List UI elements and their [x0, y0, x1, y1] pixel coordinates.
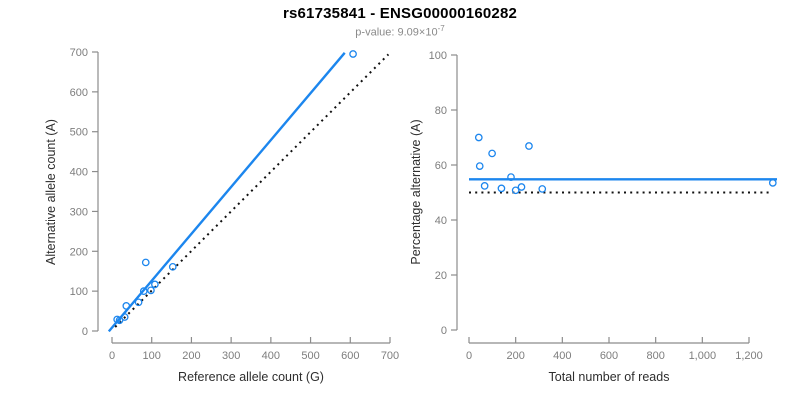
y-tick-label: 20	[435, 270, 447, 282]
pvalue-subtitle: p-value: 9.09×10-7	[0, 24, 800, 39]
data-point	[349, 50, 357, 58]
y-tick-label: 200	[70, 246, 88, 258]
data-point	[480, 182, 489, 190]
y-axis-title: Percentage alternative (A)	[409, 119, 423, 264]
y-tick-label: 0	[441, 325, 447, 337]
x-tick-label: 0	[466, 350, 472, 362]
data-point	[507, 173, 515, 181]
data-point	[147, 286, 155, 295]
identity-line	[114, 53, 390, 328]
x-tick-label: 1,000	[689, 350, 717, 362]
x-tick-label: 300	[222, 350, 240, 362]
data-point	[168, 262, 177, 271]
data-point	[474, 133, 483, 142]
x-tick-label: 200	[506, 350, 524, 362]
x-tick-label: 600	[600, 350, 618, 362]
x-tick-label: 700	[381, 350, 399, 362]
y-tick-label: 60	[435, 160, 447, 172]
y-tick-label: 300	[70, 206, 88, 218]
y-tick-label: 40	[435, 215, 447, 227]
allele-counts-scatter: 0 100 200 300 400 500 600 700 0 100 200 300 400 500 60…	[44, 47, 399, 384]
data-point	[141, 258, 150, 267]
regression-line	[107, 52, 346, 333]
x-tick-label: 0	[109, 350, 115, 362]
x-tick-label: 600	[341, 350, 359, 362]
y-tick-label: 0	[82, 326, 88, 338]
x-tick-label: 200	[182, 350, 200, 362]
pvalue-exponent: -7	[437, 24, 445, 33]
y-tick-label: 500	[70, 127, 88, 139]
x-tick-label: 400	[553, 350, 571, 362]
x-tick-label: 1,200	[735, 350, 763, 362]
percentage-vs-reads-scatter: 0 20 40 60 80 100 0 200 400 600 800 1,000 1,200 Total…	[409, 50, 777, 384]
data-point	[134, 298, 143, 307]
data-point	[122, 302, 131, 310]
x-axis-title: Reference allele count (G)	[178, 370, 324, 384]
x-axis-title: Total number of reads	[549, 370, 670, 384]
y-tick-label: 80	[435, 105, 447, 117]
data-point	[151, 280, 159, 289]
data-point	[120, 313, 129, 321]
y-tick-label: 100	[429, 50, 447, 62]
y-tick-label: 100	[70, 286, 88, 298]
y-tick-label: 400	[70, 167, 88, 179]
data-point	[517, 183, 526, 191]
y-axis-title: Alternative allele count (A)	[44, 119, 58, 265]
x-tick-label: 100	[143, 350, 161, 362]
pvalue-text: p-value: 9.09×10	[355, 26, 438, 39]
page-title: rs61735841 - ENSG00000160282	[282, 5, 518, 22]
x-tick-label: 800	[646, 350, 664, 362]
data-point	[139, 287, 148, 295]
data-point	[475, 162, 484, 170]
data-point	[497, 184, 506, 193]
data-point	[488, 149, 496, 158]
y-tick-label: 700	[70, 47, 88, 59]
y-tick-label: 600	[70, 87, 88, 99]
x-tick-label: 400	[262, 350, 280, 362]
data-point	[511, 186, 520, 195]
x-tick-label: 500	[301, 350, 319, 362]
data-point	[525, 142, 533, 150]
data-point	[768, 179, 777, 187]
data-point	[538, 185, 547, 193]
